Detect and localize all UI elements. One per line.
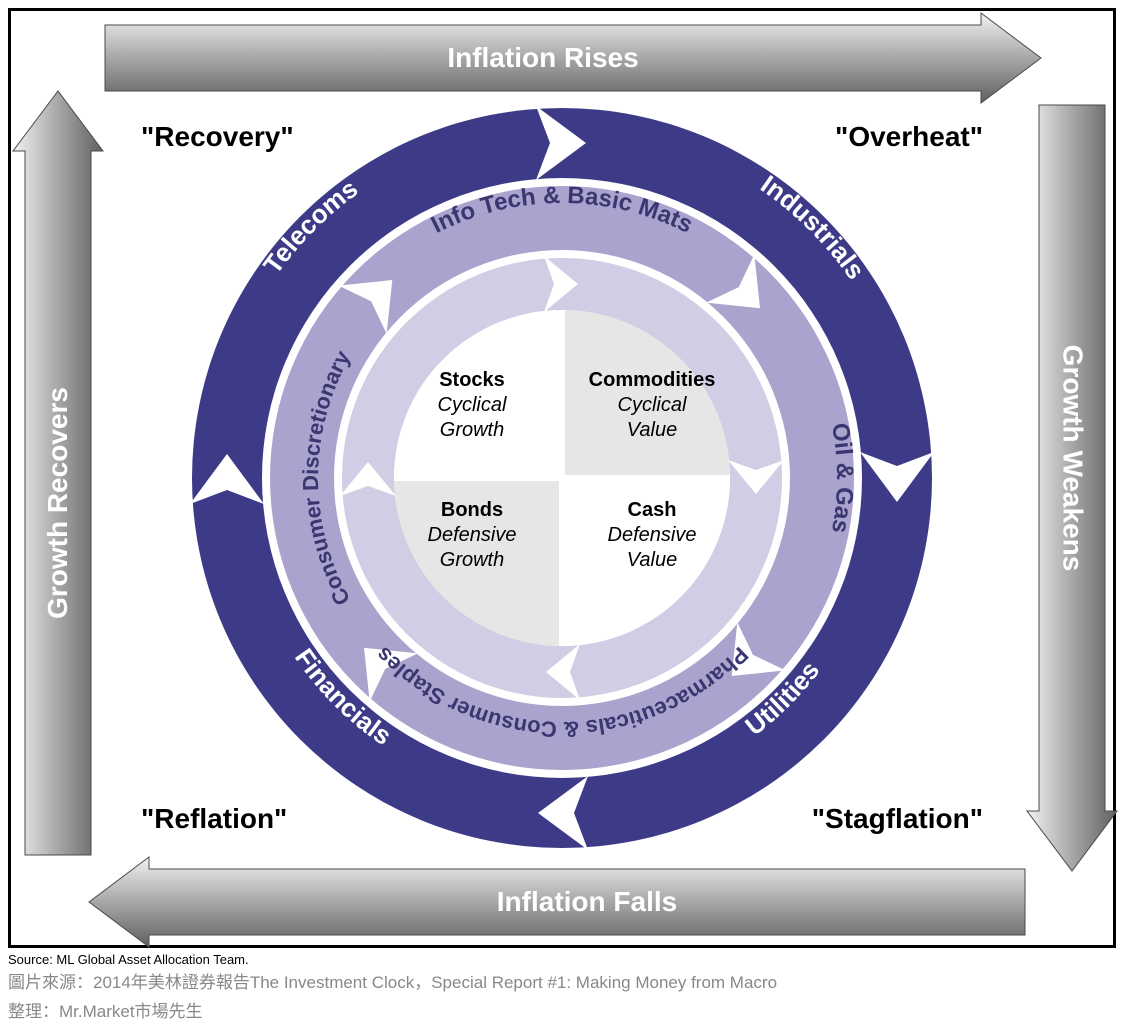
clock-svg: Telecoms Industrials Utilities Financial…	[192, 108, 932, 848]
center-q-stocks: Stocks Cyclical Growth	[392, 368, 552, 443]
caption-source: Source: ML Global Asset Allocation Team.	[8, 952, 1128, 967]
center-q-bonds: Bonds Defensive Growth	[392, 498, 552, 573]
investment-clock: Telecoms Industrials Utilities Financial…	[192, 108, 932, 848]
arrow-left-label: Growth Recovers	[25, 151, 91, 855]
diagram-frame: Inflation Rises Inflation Falls Growth R…	[8, 8, 1116, 948]
arrow-bottom-label: Inflation Falls	[149, 869, 1025, 935]
center-quadrants	[394, 310, 730, 646]
center-q-cash: Cash Defensive Value	[572, 498, 732, 573]
caption-line2: 整理：Mr.Market市場先生	[8, 998, 1128, 1025]
arrow-right-label: Growth Weakens	[1039, 105, 1105, 811]
center-q-commodities: Commodities Cyclical Value	[572, 368, 732, 443]
caption-line1: 圖片來源：2014年美林證券報告The Investment Clock，Spe…	[8, 969, 1128, 996]
arrow-top-label: Inflation Rises	[105, 25, 981, 91]
caption-block: Source: ML Global Asset Allocation Team.…	[8, 952, 1128, 1025]
